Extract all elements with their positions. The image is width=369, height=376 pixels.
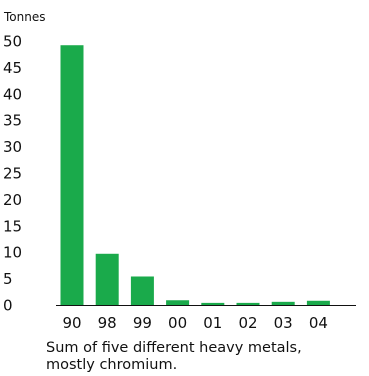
chart-caption: Sum of five different heavy metals, most…: [46, 340, 302, 373]
bar-98: [95, 253, 119, 305]
x-tick-label: 03: [274, 314, 293, 332]
x-tick-label: 90: [62, 314, 81, 332]
x-tick-label: 98: [98, 314, 117, 332]
y-tick-label: 35: [3, 112, 22, 130]
x-tick-label: 01: [203, 314, 222, 332]
bar-03: [271, 301, 295, 305]
x-tick-label: 99: [133, 314, 152, 332]
bar-00: [166, 300, 190, 305]
y-tick-label: 40: [3, 85, 22, 103]
y-tick-label: 45: [3, 59, 22, 77]
bars: [60, 45, 330, 305]
y-tick-label: 0: [3, 297, 13, 315]
bar-04: [306, 300, 330, 305]
x-tick-label: 02: [238, 314, 257, 332]
y-axis-ticks: 0 5 10 15 20 25 30 35 40 45 50: [3, 33, 22, 315]
y-tick-label: 30: [3, 138, 22, 156]
y-tick-label: 5: [3, 270, 13, 288]
bar-90: [60, 45, 84, 305]
bar-02: [236, 302, 260, 305]
x-axis-ticks: 90 98 99 00 01 02 03 04: [62, 314, 327, 332]
y-tick-label: 25: [3, 165, 22, 183]
x-tick-label: 04: [309, 314, 328, 332]
y-axis-title: Tonnes: [3, 10, 45, 24]
y-tick-label: 50: [3, 33, 22, 51]
bar-99: [130, 276, 154, 305]
y-tick-label: 15: [3, 217, 22, 235]
x-tick-label: 00: [168, 314, 187, 332]
y-tick-label: 20: [3, 191, 22, 209]
bar-01: [201, 302, 225, 305]
y-tick-label: 10: [3, 244, 22, 262]
